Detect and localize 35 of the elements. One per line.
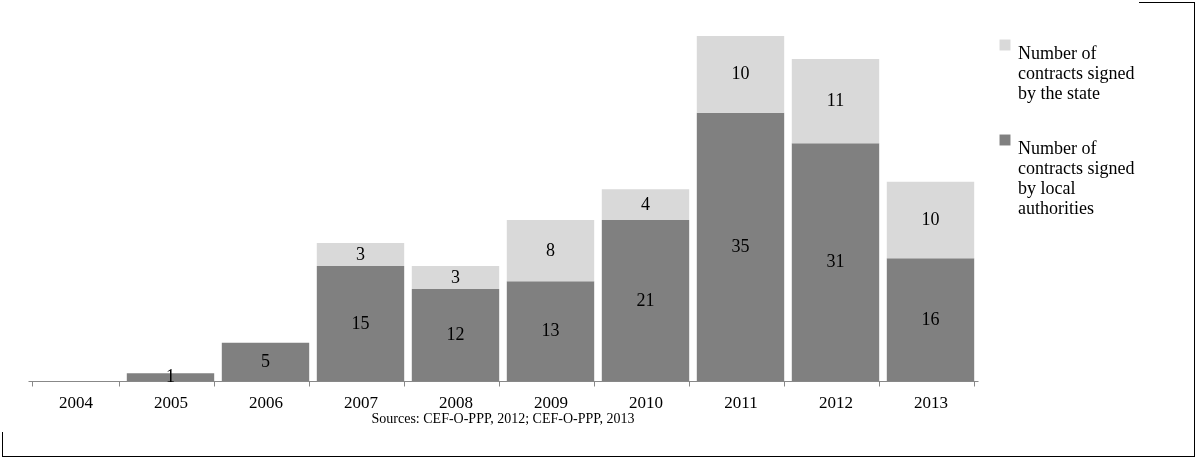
- data-label: 8: [546, 239, 555, 260]
- x-tick-label: 2011: [724, 392, 758, 412]
- data-label: 11: [826, 90, 845, 111]
- bar: [696, 36, 785, 113]
- data-label: 31: [826, 251, 845, 272]
- bar: [506, 220, 595, 282]
- x-tick-label: 2008: [439, 392, 473, 412]
- data-label: 10: [921, 209, 940, 229]
- x-tick-label: 2010: [629, 392, 663, 412]
- data-label: 3: [451, 266, 460, 287]
- data-label: 21: [636, 289, 655, 310]
- x-tick-label: 2005: [154, 392, 188, 412]
- data-label: 12: [446, 324, 465, 344]
- source-note: Sources: CEF-O-PPP, 2012; CEF-O-PPP, 2013: [371, 411, 635, 426]
- data-label: 5: [261, 350, 270, 371]
- data-label: 4: [641, 193, 650, 214]
- data-label: 3: [356, 243, 365, 264]
- x-tick-label: 2007: [344, 392, 379, 412]
- x-tick-label: 2006: [249, 392, 283, 412]
- bar: [601, 189, 690, 220]
- data-label: 35: [731, 235, 750, 256]
- x-tick-label: 2013: [914, 392, 948, 412]
- data-label: 16: [921, 308, 940, 329]
- x-tick-label: 2004: [59, 392, 94, 412]
- x-tick-label: 2012: [819, 392, 853, 412]
- legend-label: Number of contracts signed by the state: [1018, 43, 1135, 103]
- bar: [411, 266, 500, 289]
- bar: [886, 181, 975, 259]
- bar: [791, 59, 880, 144]
- legend-label: Number of contracts signed by local authorities: [1018, 138, 1135, 218]
- data-label: 10: [731, 63, 750, 84]
- data-label: 13: [541, 320, 560, 341]
- x-tick-label: 2009: [534, 392, 568, 412]
- bar: [316, 243, 405, 266]
- data-label: 15: [351, 312, 370, 333]
